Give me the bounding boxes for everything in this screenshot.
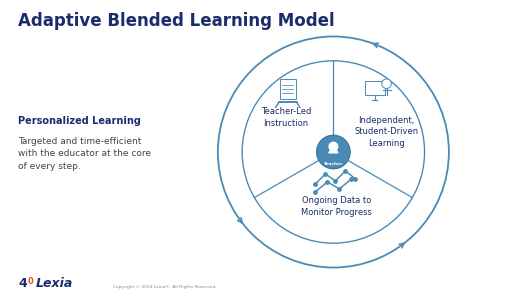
- Text: 4: 4: [18, 277, 27, 290]
- Text: Teacher: Teacher: [324, 162, 343, 166]
- Text: Independent,
Student-Driven
Learning: Independent, Student-Driven Learning: [354, 116, 418, 148]
- Text: Targeted and time-efficient
with the educator at the core
of every step.: Targeted and time-efficient with the edu…: [18, 137, 151, 171]
- Circle shape: [317, 135, 350, 169]
- Point: [331, 178, 340, 183]
- Circle shape: [382, 79, 391, 88]
- Text: Adaptive Blended Learning Model: Adaptive Blended Learning Model: [18, 12, 334, 30]
- Point: [351, 177, 360, 181]
- FancyBboxPatch shape: [280, 79, 296, 99]
- Point: [311, 189, 320, 194]
- Point: [321, 171, 330, 176]
- Text: Ongoing Data to
Monitor Progress: Ongoing Data to Monitor Progress: [301, 196, 372, 217]
- Text: 0: 0: [28, 277, 34, 286]
- Circle shape: [328, 142, 339, 152]
- Point: [341, 168, 350, 173]
- Point: [335, 186, 343, 191]
- Point: [323, 179, 332, 184]
- Point: [311, 181, 320, 186]
- Text: Personalized Learning: Personalized Learning: [18, 116, 141, 126]
- Polygon shape: [329, 149, 338, 153]
- Point: [347, 177, 355, 181]
- Text: Copyright © 2024 Lexia®. All Rights Reserved.: Copyright © 2024 Lexia®. All Rights Rese…: [113, 285, 216, 289]
- Text: Lexia: Lexia: [36, 277, 74, 290]
- FancyBboxPatch shape: [365, 81, 385, 95]
- Text: Teacher-Led
Instruction: Teacher-Led Instruction: [261, 107, 311, 128]
